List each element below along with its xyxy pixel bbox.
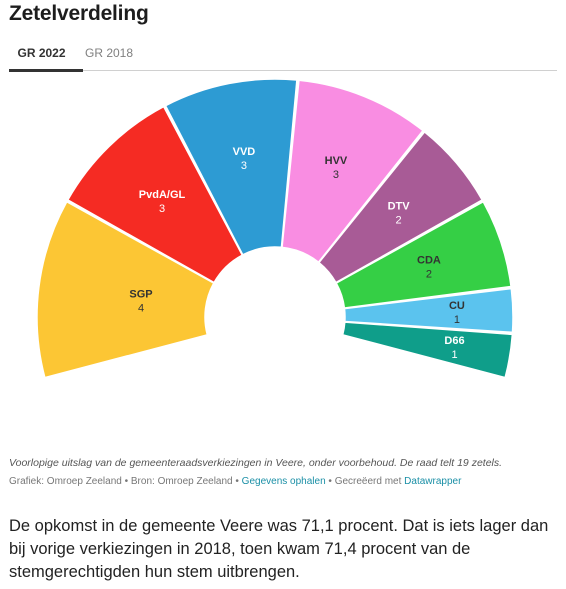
slice-label-cda: CDA xyxy=(417,255,441,267)
slice-label-sgp: SGP xyxy=(129,288,152,300)
chart-note: Voorlopige uitslag van de gemeenteraadsv… xyxy=(9,457,503,469)
chart-footer: Grafiek: Omroep Zeeland • Bron: Omroep Z… xyxy=(9,476,561,487)
slice-label-hvv: HVV xyxy=(325,155,348,167)
slice-dtv[interactable] xyxy=(317,130,484,284)
slice-label-d66: D66 xyxy=(444,335,464,347)
slice-label-vvd: VVD xyxy=(233,146,256,158)
datawrapper-link[interactable]: Datawrapper xyxy=(404,476,462,487)
slice-label-dtv: DTV xyxy=(388,200,411,212)
slice-cda[interactable] xyxy=(335,200,512,309)
tab-gr-2022[interactable]: GR 2022 xyxy=(17,46,66,60)
tab-bar: GR 2022 GR 2018 xyxy=(9,40,557,72)
slice-seats-vvd: 3 xyxy=(241,160,247,172)
slice-seats-d66: 1 xyxy=(451,349,457,361)
slice-seats-sgp: 4 xyxy=(138,302,144,314)
slice-seats-cu: 1 xyxy=(454,314,460,326)
slice-seats-hvv: 3 xyxy=(333,169,339,181)
slice-seats-dtv: 2 xyxy=(396,214,402,226)
slice-seats-pvda-gl: 3 xyxy=(159,203,165,215)
slice-d66[interactable] xyxy=(341,321,514,379)
slice-vvd[interactable] xyxy=(164,78,298,256)
page-title: Zetelverdeling xyxy=(9,2,149,25)
seat-distribution-chart: SGP 4 PvdA/GL 3 VVD 3 HVV 3 DTV 2 CDA 2 CU 1 D66 1 xyxy=(36,78,514,379)
active-tab-indicator xyxy=(9,69,83,72)
slice-pvda-gl[interactable] xyxy=(66,105,244,284)
slice-sgp[interactable] xyxy=(36,200,215,379)
slice-seats-cda: 2 xyxy=(426,269,432,281)
slice-label-pvda-gl: PvdA/GL xyxy=(139,189,186,201)
source-credit: Grafiek: Omroep Zeeland • Bron: Omroep Z… xyxy=(9,476,242,487)
get-data-link[interactable]: Gegevens ophalen xyxy=(241,476,326,487)
slice-hvv[interactable] xyxy=(281,79,424,264)
tab-gr-2018[interactable]: GR 2018 xyxy=(85,46,134,60)
article-paragraph: De opkomst in de gemeente Veere was 71,1… xyxy=(9,517,549,581)
slice-label-cu: CU xyxy=(449,300,465,312)
created-with-text: • Gecreëerd met xyxy=(325,476,405,487)
